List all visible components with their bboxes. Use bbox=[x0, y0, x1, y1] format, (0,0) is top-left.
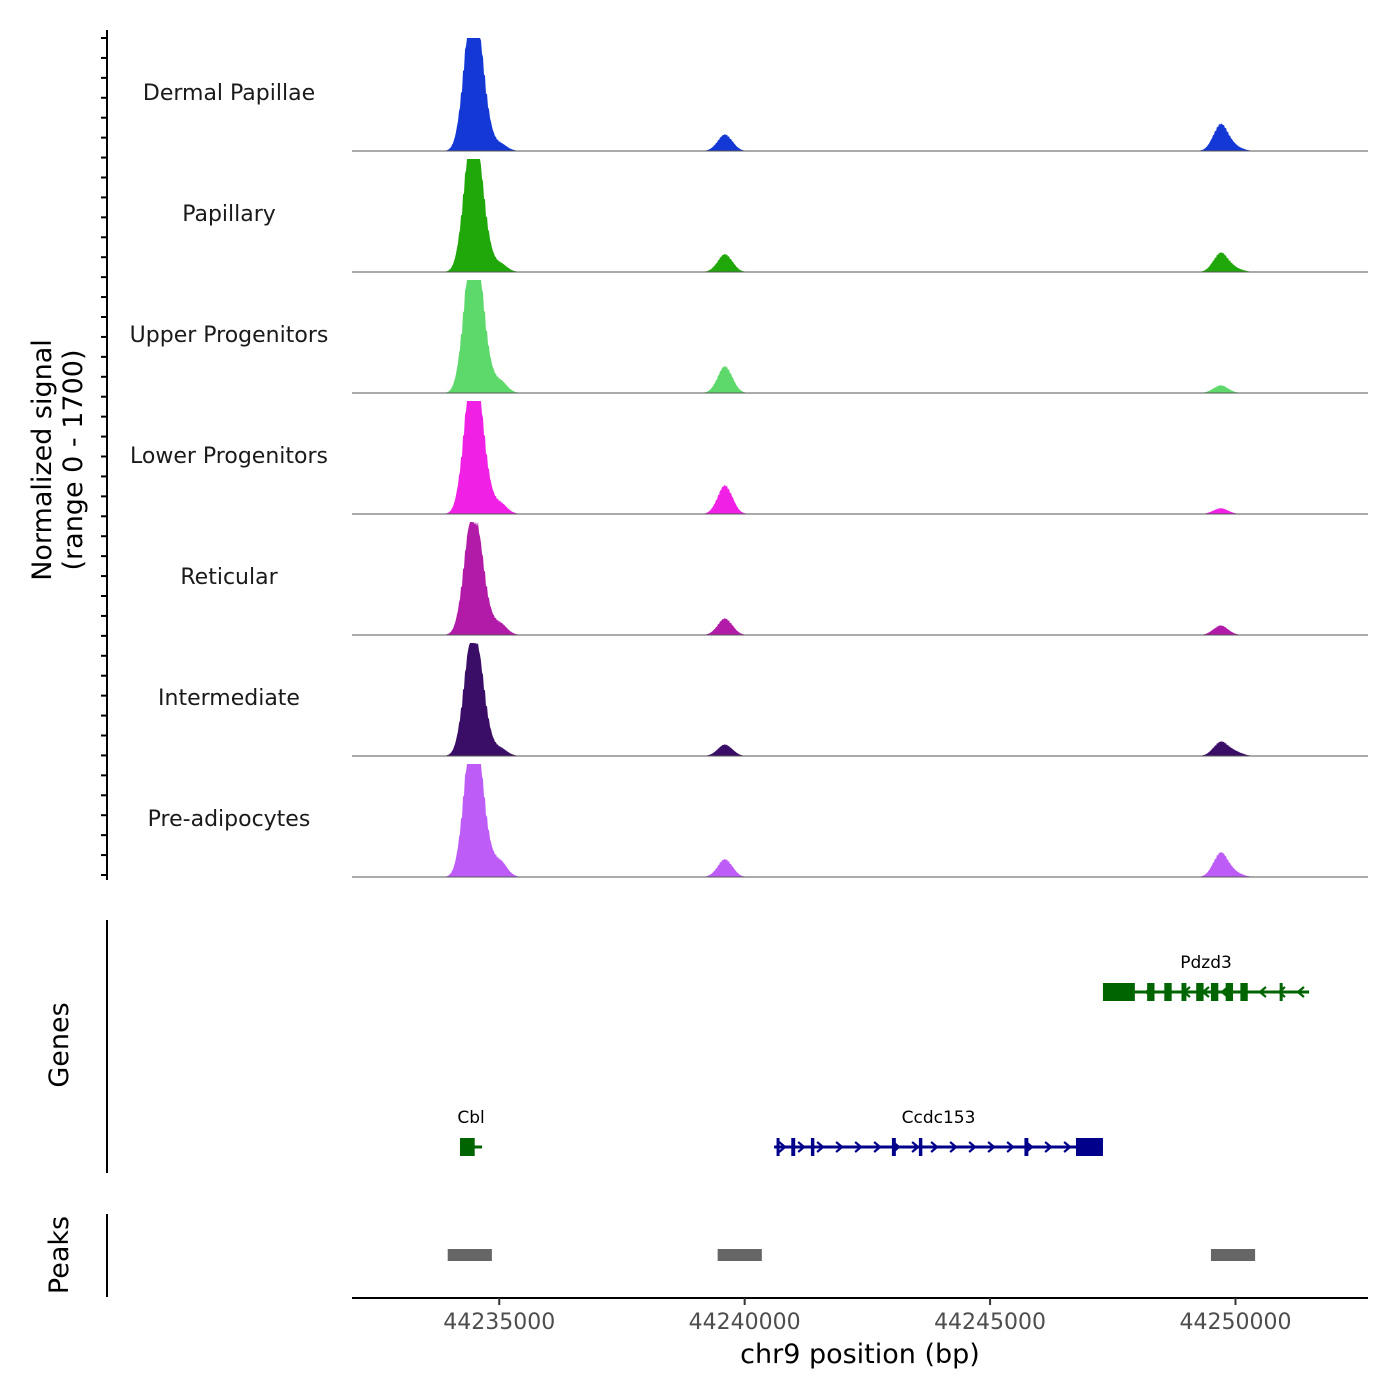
coverage-track: Reticular bbox=[180, 522, 1368, 636]
gene-exon bbox=[1210, 983, 1219, 1001]
coverage-track: Papillary bbox=[182, 159, 1368, 273]
strand-arrow bbox=[1044, 1141, 1053, 1153]
coverage-area bbox=[352, 522, 1368, 635]
gene-exon bbox=[891, 1138, 896, 1156]
x-axis-title: chr9 position (bp) bbox=[740, 1339, 980, 1370]
x-tick-label: 44240000 bbox=[689, 1310, 801, 1335]
strand-arrow bbox=[835, 1141, 844, 1153]
peaks-ylabel: Peaks bbox=[44, 1216, 75, 1294]
gene-name-label: Cbl bbox=[457, 1108, 484, 1128]
strand-arrow bbox=[1258, 986, 1267, 998]
peak-region bbox=[717, 1249, 762, 1261]
strand-arrow bbox=[854, 1141, 863, 1153]
gene-exon bbox=[1147, 983, 1155, 1001]
coverage-area bbox=[352, 38, 1368, 151]
strand-arrow bbox=[778, 1141, 787, 1153]
gene-exon bbox=[810, 1138, 815, 1156]
x-tick-label: 44245000 bbox=[934, 1310, 1046, 1335]
gene-exon bbox=[791, 1138, 796, 1156]
peak-region bbox=[447, 1249, 492, 1261]
strand-arrow bbox=[911, 1141, 920, 1153]
x-tick-label: 44250000 bbox=[1179, 1310, 1291, 1335]
genes-panel: Pdzd3 Cbl Ccdc153 bbox=[106, 920, 1310, 1173]
coverage-area bbox=[352, 764, 1368, 877]
track-label: Reticular bbox=[180, 565, 278, 590]
coverage-ylabel-line1: Normalized signal bbox=[27, 339, 58, 581]
gene-exon bbox=[1225, 983, 1234, 1001]
gene-exon bbox=[776, 1138, 780, 1156]
coverage-track: Intermediate bbox=[158, 643, 1368, 757]
x-axis: 44235000 44240000 44245000 44250000 bbox=[352, 1297, 1368, 1335]
strand-arrow bbox=[987, 1141, 996, 1153]
gene-name-label: Pdzd3 bbox=[1180, 953, 1232, 973]
strand-arrow bbox=[1277, 986, 1286, 998]
strand-arrow bbox=[816, 1141, 825, 1153]
track-label: Pre-adipocytes bbox=[148, 807, 311, 832]
coverage-track: Pre-adipocytes bbox=[148, 764, 1368, 878]
coverage-area bbox=[352, 159, 1368, 272]
gene-exon bbox=[1024, 1138, 1029, 1156]
gene-model: Cbl bbox=[457, 1108, 485, 1156]
x-tick-label: 44235000 bbox=[443, 1310, 555, 1335]
strand-arrow bbox=[968, 1141, 977, 1153]
peaks-panel bbox=[106, 1214, 1256, 1297]
track-label: Upper Progenitors bbox=[130, 323, 329, 348]
strand-arrow bbox=[1296, 986, 1305, 998]
gene-name-label: Ccdc153 bbox=[902, 1108, 976, 1128]
gene-exon bbox=[1102, 983, 1135, 1001]
strand-arrow bbox=[1006, 1141, 1015, 1153]
coverage-track: Lower Progenitors bbox=[130, 401, 1368, 515]
track-label: Papillary bbox=[182, 202, 276, 227]
gene-exon bbox=[1196, 983, 1204, 1001]
track-label: Dermal Papillae bbox=[143, 81, 315, 106]
track-label: Intermediate bbox=[158, 686, 300, 711]
strand-arrow bbox=[797, 1141, 806, 1153]
coverage-panel: Dermal Papillae Papillary Upper Progenitor… bbox=[101, 30, 1368, 880]
gene-exon bbox=[1279, 983, 1283, 1001]
strand-arrow bbox=[949, 1141, 958, 1153]
strand-arrow bbox=[930, 1141, 939, 1153]
coverage-ylabel-line2: (range 0 - 1700) bbox=[58, 350, 89, 571]
gene-model: Pdzd3 bbox=[1102, 953, 1310, 1001]
gene-exon bbox=[1181, 983, 1187, 1001]
gene-model: Ccdc153 bbox=[774, 1108, 1103, 1156]
gene-exon bbox=[459, 1138, 475, 1156]
coverage-track: Dermal Papillae bbox=[143, 38, 1368, 152]
strand-arrow bbox=[1063, 1141, 1072, 1153]
coverage-area bbox=[352, 401, 1368, 514]
coverage-track: Upper Progenitors bbox=[130, 280, 1368, 394]
gene-exon bbox=[918, 1138, 923, 1156]
coverage-area bbox=[352, 280, 1368, 393]
gene-exon bbox=[1240, 983, 1248, 1001]
peak-region bbox=[1210, 1249, 1256, 1261]
gene-exon bbox=[1164, 983, 1172, 1001]
coverage-area bbox=[352, 643, 1368, 756]
genes-ylabel: Genes bbox=[44, 1002, 75, 1087]
track-label: Lower Progenitors bbox=[130, 444, 328, 469]
gene-exon bbox=[1075, 1138, 1103, 1156]
strand-arrow bbox=[873, 1141, 882, 1153]
